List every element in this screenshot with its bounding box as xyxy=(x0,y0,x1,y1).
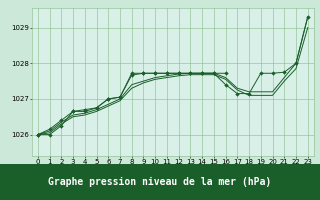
Text: Graphe pression niveau de la mer (hPa): Graphe pression niveau de la mer (hPa) xyxy=(48,177,272,187)
